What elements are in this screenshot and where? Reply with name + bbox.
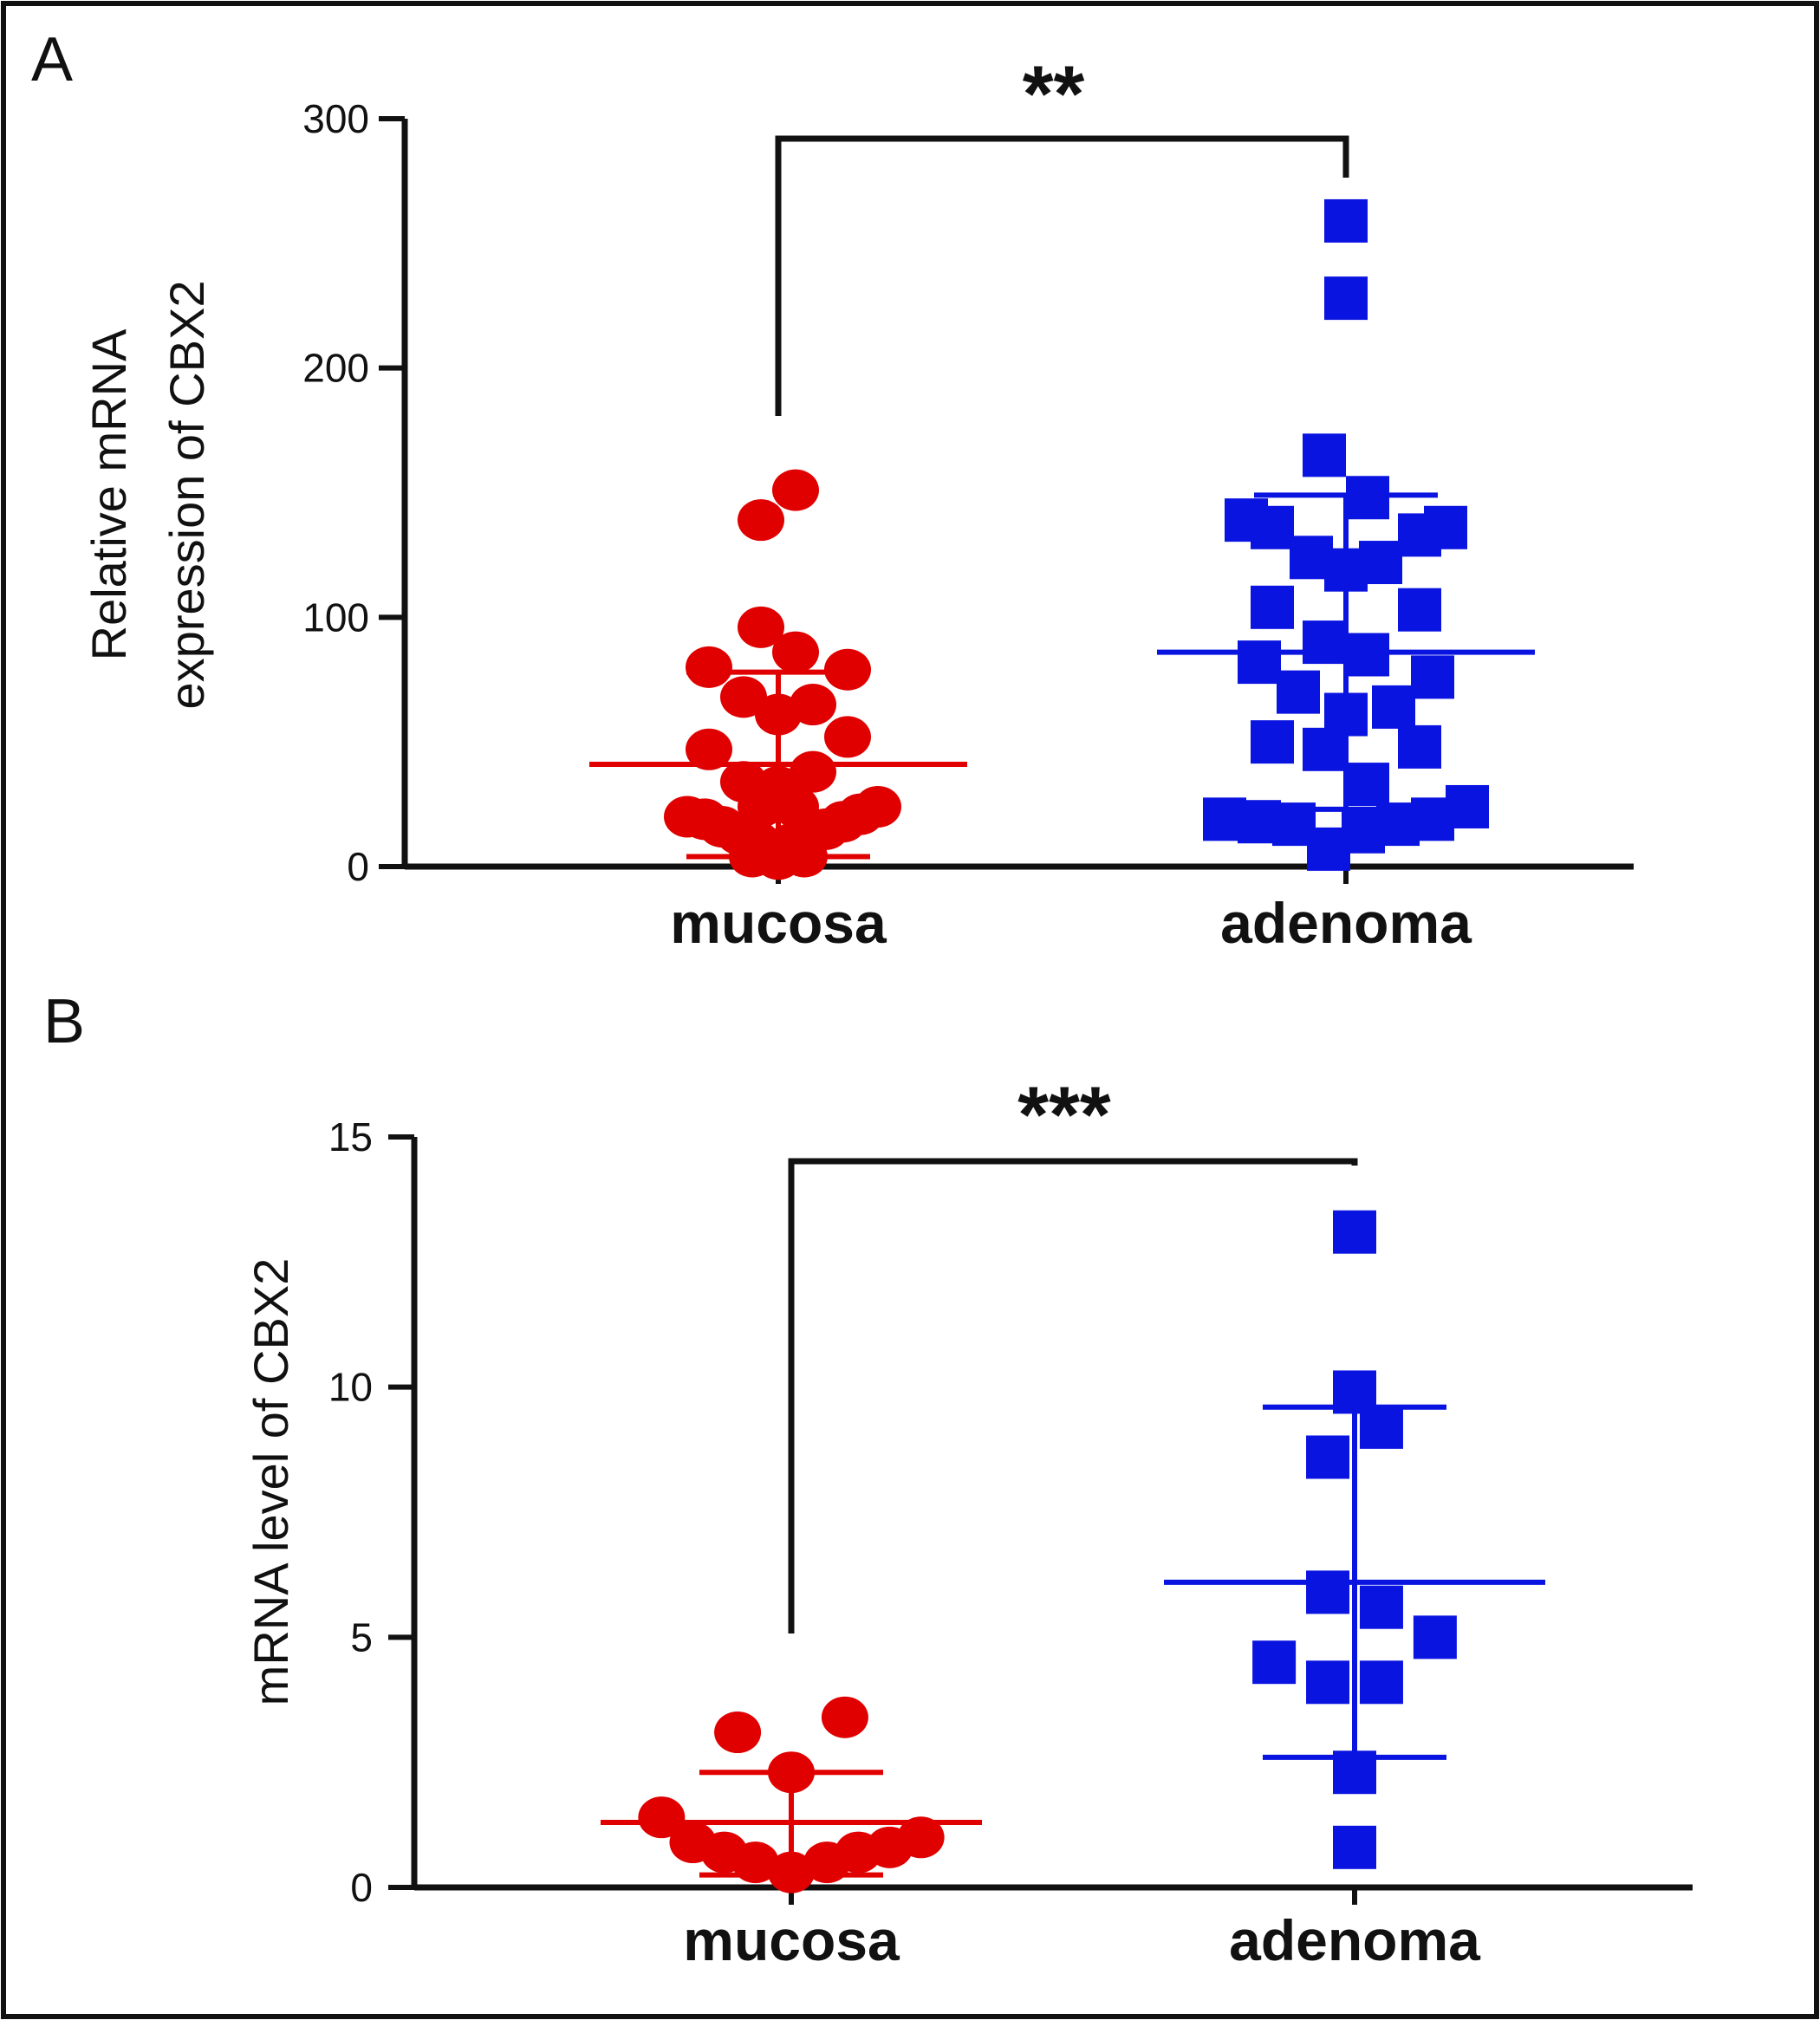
y-tick-label: 0 [347,844,369,889]
adenoma-data-point [1303,727,1346,771]
adenoma-data-point [1413,1615,1457,1660]
y-tick-label: 10 [328,1365,373,1410]
significance-bracket [775,135,1349,416]
adenoma-data-point [1238,640,1281,685]
mucosa-data-point [790,684,836,726]
y-axis-title-line: Relative mRNA [81,328,136,660]
adenoma-data-point [1251,585,1294,629]
y-tick-label: 100 [302,594,369,640]
adenoma-data-point [1324,198,1368,243]
adenoma-data-point [1372,685,1415,729]
mucosa-data-point [897,1816,945,1859]
panel-a-marks: 0 100 200 300 Relative mRNA expression of CBX… [81,50,1634,955]
mucosa-data-point [686,646,732,688]
adenoma-data-point [1359,541,1402,585]
y-tick-label: 300 [302,96,369,141]
mucosa-data-point [790,750,836,793]
mucosa-data-point [638,1796,686,1839]
adenoma-data-point [1398,724,1441,769]
mucosa-data-point [738,499,784,542]
mucosa-data-point [720,676,767,718]
significance-label: *** [1017,1071,1111,1159]
significance-label: ** [1023,50,1085,139]
adenoma-data-point [1303,620,1346,665]
adenoma-data-point [1411,655,1454,699]
adenoma-data-point [1359,1405,1403,1449]
adenoma-data-point [1306,1435,1350,1479]
x-category-label: adenoma [1229,1908,1481,1972]
adenoma-data-point [1446,784,1489,828]
y-axis-title-line: expression of CBX2 [159,281,214,710]
adenoma-data-point [1346,763,1389,807]
panel-label-b: B [43,987,85,1056]
adenoma-data-point [1303,433,1346,477]
y-axis-title: mRNA level of CBX2 [244,1258,298,1706]
mucosa-data-point [855,785,901,828]
x-category-label: mucosa [670,891,887,955]
adenoma-data-point [1306,1660,1350,1705]
panel-a: A 0 100 200 300 Relative mRNA expression of C… [31,25,1634,955]
y-tick-label: 200 [302,346,369,391]
y-axis-title-line: mRNA level of CBX2 [244,1258,298,1706]
mucosa-data-point [738,606,784,648]
adenoma-data-point [1398,588,1441,632]
x-category-label: mucosa [683,1908,900,1972]
adenoma-data-point [1277,670,1320,714]
mucosa-data-point [824,716,871,758]
panel-label-a: A [31,25,73,94]
adenoma-data-point [1251,720,1294,764]
y-tick-label: 15 [328,1114,373,1159]
adenoma-data-point [1306,1570,1350,1614]
adenoma-data-point [1251,505,1294,549]
mucosa-data-point [772,631,819,673]
panel-b: B 0 5 10 15 mRNA level of CBX2 mucosa adenoma *… [43,987,1693,1972]
adenoma-data-point [1252,1640,1297,1685]
adenoma-data-point [1333,1210,1376,1254]
adenoma-data-point [1359,1585,1403,1629]
adenoma-data-point [1359,1660,1403,1705]
mucosa-data-point [821,1696,868,1738]
mucosa-data-point [772,469,819,511]
panel-b-marks: 0 5 10 15 mRNA level of CBX2 mucosa adenoma *** [244,1071,1693,1972]
y-tick-label: 0 [350,1865,373,1910]
y-axis-title: Relative mRNA expression of CBX2 [81,281,214,710]
significance-bracket [788,1158,1358,1634]
adenoma-data-point [1333,1825,1376,1869]
mucosa-data-point [686,728,732,770]
adenoma-data-point [1324,276,1368,321]
adenoma-data-point [1424,505,1467,549]
x-category-label: adenoma [1220,891,1472,955]
y-tick-label: 5 [350,1614,373,1660]
mucosa-data-point [714,1711,762,1754]
